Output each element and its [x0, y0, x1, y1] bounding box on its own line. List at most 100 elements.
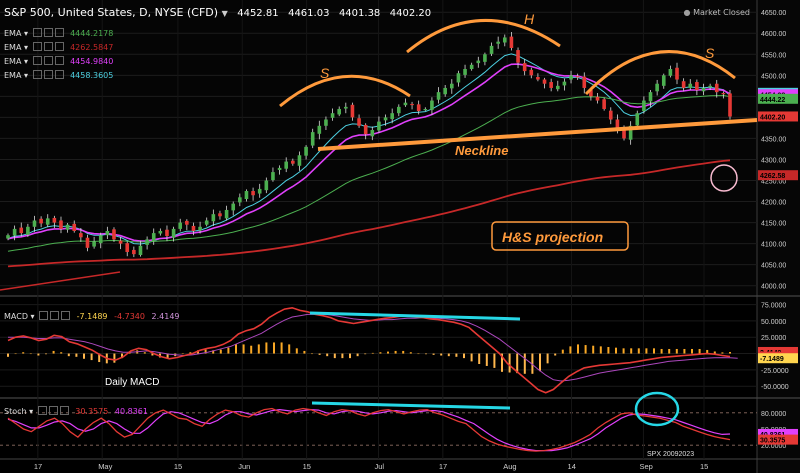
ema-legend-4[interactable]: EMA ▾ 4458.3605	[4, 70, 113, 80]
time-tick-label: May	[98, 462, 112, 471]
candle-body	[496, 41, 500, 44]
chevron-down-icon[interactable]: ▾	[21, 71, 28, 80]
macd-histogram-bar	[440, 353, 443, 356]
chevron-down-icon[interactable]: ▾	[21, 57, 28, 66]
time-tick-label: 15	[174, 462, 182, 471]
macd-histogram-bar	[121, 353, 123, 359]
status-dot-icon: ●	[683, 8, 691, 17]
ema-legend-value: 4458.3605	[70, 71, 114, 80]
ema-legend-value: 4454.9840	[70, 57, 114, 66]
market-status-label: Market Closed	[693, 8, 750, 17]
left-shoulder-arc	[279, 74, 411, 108]
macd-histogram-bar	[318, 353, 321, 355]
macd-legend-name: MACD	[4, 312, 28, 321]
eye-icon[interactable]	[37, 406, 47, 415]
stoch-legend-name: Stoch	[4, 407, 27, 416]
chevron-down-icon[interactable]: ▾	[26, 407, 34, 416]
ema-line	[7, 63, 731, 242]
candle-body	[257, 188, 262, 194]
eye-icon[interactable]	[32, 56, 42, 65]
time-tick-label: 17	[439, 462, 447, 471]
candle-body	[165, 229, 169, 237]
candle-body	[714, 83, 719, 93]
macd-histogram-bar	[493, 353, 496, 368]
price-tick-label: 4050.00	[761, 263, 786, 270]
macd-tick-label: 75.0000	[761, 303, 786, 310]
candle-body	[383, 117, 388, 121]
candlesticks	[6, 31, 732, 258]
macd-histogram-bar	[98, 353, 101, 363]
macd-histogram-bar	[729, 351, 731, 354]
chevron-down-icon[interactable]: ▾	[27, 312, 35, 321]
settings-icon[interactable]	[43, 70, 53, 79]
candle-body	[668, 69, 673, 76]
price-label-text: 4262.58	[760, 173, 785, 180]
candle-body	[622, 128, 626, 139]
macd-histogram-bar	[326, 353, 329, 357]
candle-body	[178, 222, 183, 229]
symbol-header[interactable]: S&P 500, United States, D, NYSE (CFD) ▼ …	[4, 6, 431, 19]
candle-body	[264, 180, 269, 191]
macd-legend-value: -7.1489	[76, 312, 108, 321]
pattern-annotations: S H S Neckline H&S projection Daily MACD…	[105, 11, 758, 458]
ema-legend-1[interactable]: EMA ▾ 4444.2178	[4, 28, 113, 38]
eye-icon[interactable]	[39, 311, 49, 320]
macd-tick-label: -50.0000	[761, 384, 789, 391]
macd-histogram-bar	[531, 353, 534, 374]
ema-lines	[0, 53, 731, 291]
candle-body	[681, 81, 686, 88]
candle-body	[118, 240, 123, 244]
macd-legend-value: 2.4149	[151, 312, 180, 321]
macd-histogram-bar	[501, 353, 503, 372]
settings-icon[interactable]	[48, 406, 58, 415]
chevron-down-icon[interactable]: ▼	[221, 9, 228, 18]
time-tick-label: 15	[303, 462, 311, 471]
eye-icon[interactable]	[32, 42, 42, 51]
settings-icon[interactable]	[43, 42, 53, 51]
ema-legend-3[interactable]: EMA ▾ 4454.9840	[4, 56, 113, 66]
chevron-down-icon[interactable]: ▾	[21, 29, 28, 38]
eye-icon[interactable]	[32, 28, 42, 37]
price-tick-label: 4200.00	[761, 200, 786, 207]
price-label-badge	[758, 170, 798, 181]
candle-body	[65, 224, 70, 230]
macd-histogram-bar	[584, 345, 587, 354]
macd-histogram-bar	[706, 349, 709, 354]
time-tick-label: 14	[568, 462, 576, 471]
macd-histogram-bar	[622, 348, 625, 354]
close-icon[interactable]	[59, 406, 69, 415]
macd-histogram-bar	[288, 344, 291, 354]
settings-icon[interactable]	[43, 28, 53, 37]
ema-legend-2[interactable]: EMA ▾ 4262.5847	[4, 42, 113, 52]
candle-body	[642, 100, 646, 112]
macd-histogram-bar	[45, 353, 47, 355]
settings-icon[interactable]	[43, 56, 53, 65]
stoch-tick-label: 20.0000	[761, 443, 786, 450]
candle-body	[569, 75, 573, 80]
candle-body	[443, 87, 447, 95]
candle-body	[145, 239, 149, 245]
candle-body	[661, 75, 666, 86]
macd-histogram-bar	[280, 342, 283, 354]
close-icon[interactable]	[54, 42, 64, 51]
close-icon[interactable]	[54, 70, 64, 79]
macd-histogram-bar	[470, 353, 473, 362]
ema-legend-name: EMA	[4, 57, 22, 66]
candle-body	[483, 54, 487, 62]
chevron-down-icon[interactable]: ▾	[21, 43, 28, 52]
close-icon[interactable]	[61, 311, 71, 320]
macd-histogram-bar	[75, 353, 78, 357]
price-tick-label: 4000.00	[761, 284, 786, 291]
close-icon[interactable]	[54, 28, 64, 37]
market-status: ● Market Closed	[684, 8, 750, 17]
close-value: 4402.20	[389, 8, 432, 19]
macd-histogram-bar	[569, 346, 572, 354]
stoch-legend[interactable]: Stoch ▾ 30.3575 40.8361	[4, 406, 148, 416]
macd-legend[interactable]: MACD ▾ -7.1489 -4.7340 2.4149	[4, 311, 180, 321]
candle-body	[32, 220, 37, 227]
eye-icon[interactable]	[32, 70, 42, 79]
close-icon[interactable]	[54, 56, 64, 65]
settings-icon[interactable]	[50, 311, 60, 320]
